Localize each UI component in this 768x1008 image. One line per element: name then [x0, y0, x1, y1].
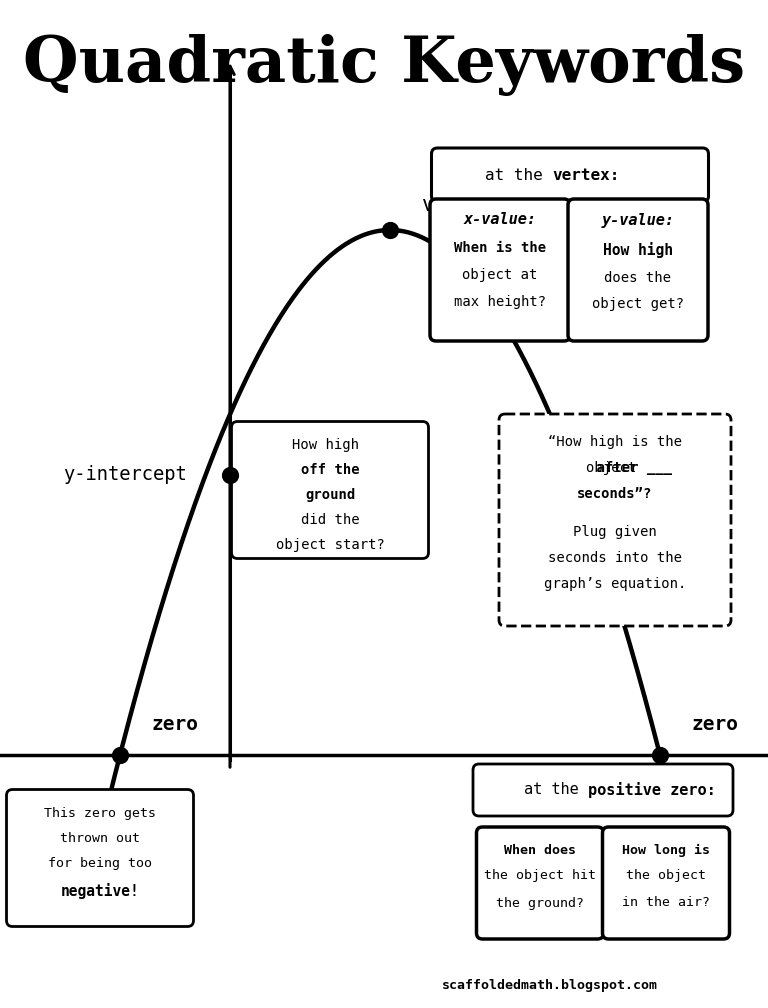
Text: ground: ground	[305, 488, 355, 502]
Text: seconds”?: seconds”?	[578, 487, 653, 501]
Text: x-value:: x-value:	[464, 213, 537, 228]
FancyBboxPatch shape	[432, 148, 709, 202]
Text: thrown out: thrown out	[60, 832, 140, 845]
Text: How long is: How long is	[622, 844, 710, 857]
Text: did the: did the	[301, 513, 359, 527]
Text: negative!: negative!	[61, 883, 139, 899]
Point	[114, 747, 126, 763]
Text: zero: zero	[151, 716, 198, 735]
Text: “How high is the: “How high is the	[548, 435, 682, 449]
Text: the object hit: the object hit	[484, 869, 596, 882]
Text: object get?: object get?	[592, 297, 684, 311]
Text: How high: How high	[603, 242, 673, 258]
Text: When does: When does	[504, 844, 576, 857]
FancyBboxPatch shape	[430, 199, 570, 341]
FancyBboxPatch shape	[499, 414, 731, 626]
Point	[384, 222, 396, 238]
Text: object start?: object start?	[276, 538, 385, 552]
Text: vertex:: vertex:	[552, 167, 619, 182]
Text: Quadratic Keywords: Quadratic Keywords	[23, 34, 745, 96]
Text: object: object	[586, 461, 644, 475]
Text: How high: How high	[293, 438, 368, 452]
Text: positive zero:: positive zero:	[588, 782, 716, 798]
Text: vertex: vertex	[422, 195, 498, 215]
Text: Plug given: Plug given	[573, 525, 657, 539]
Text: zero: zero	[691, 716, 739, 735]
Text: This zero gets: This zero gets	[44, 806, 156, 820]
FancyBboxPatch shape	[476, 827, 604, 939]
Text: for being too: for being too	[48, 857, 152, 870]
Text: off the: off the	[301, 463, 359, 477]
Text: object at: object at	[462, 268, 538, 282]
Text: y-value:: y-value:	[601, 213, 674, 228]
Text: the object: the object	[626, 869, 706, 882]
Text: scaffoldedmath.blogspot.com: scaffoldedmath.blogspot.com	[442, 979, 658, 992]
FancyBboxPatch shape	[6, 789, 194, 926]
Text: y-intercept: y-intercept	[63, 466, 187, 485]
Text: at the: at the	[524, 782, 588, 797]
Point	[654, 747, 666, 763]
Text: seconds into the: seconds into the	[548, 551, 682, 565]
FancyBboxPatch shape	[473, 764, 733, 816]
Text: When is the: When is the	[454, 241, 546, 255]
Text: max height?: max height?	[454, 295, 546, 309]
Point	[223, 467, 236, 483]
Text: graph’s equation.: graph’s equation.	[544, 577, 686, 591]
Text: at the: at the	[485, 167, 552, 182]
Text: does the: does the	[604, 271, 671, 285]
Text: after ___: after ___	[538, 461, 672, 475]
FancyBboxPatch shape	[568, 199, 708, 341]
FancyBboxPatch shape	[603, 827, 730, 939]
Text: in the air?: in the air?	[622, 896, 710, 909]
FancyBboxPatch shape	[231, 421, 429, 558]
Text: the ground?: the ground?	[496, 896, 584, 909]
